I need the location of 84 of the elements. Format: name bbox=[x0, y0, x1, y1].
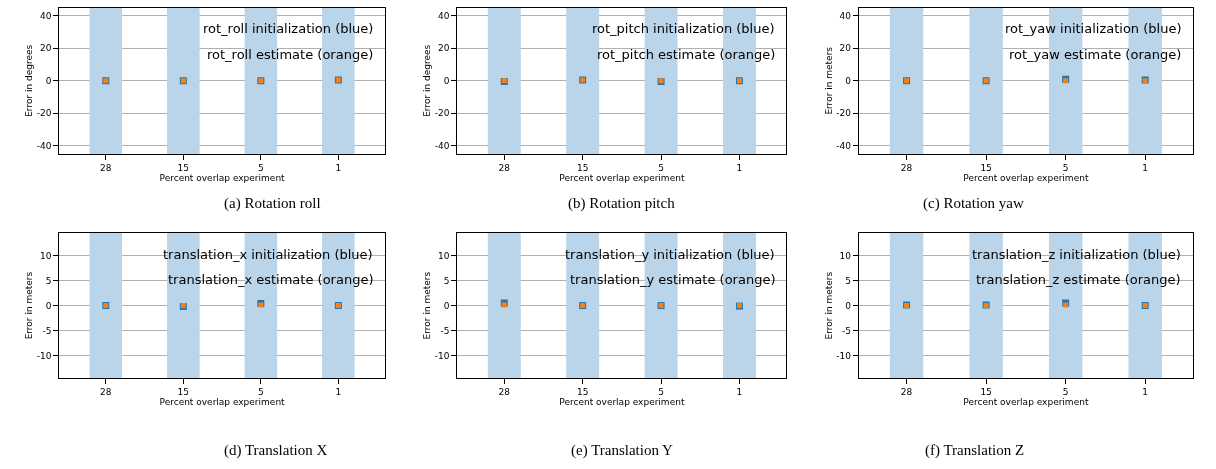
y-tick-label: 5 bbox=[45, 275, 52, 286]
x-tick-label: 1 bbox=[736, 162, 743, 173]
text: (f) Translation Z bbox=[925, 442, 1025, 459]
y-tick-label: -5 bbox=[42, 325, 52, 336]
x-axis-title: Percent overlap experiment bbox=[963, 172, 1089, 183]
y-tick-label: 40 bbox=[40, 10, 52, 21]
y-tick-label: 40 bbox=[839, 10, 852, 21]
x-tick-label: 5 bbox=[1062, 162, 1069, 173]
y-tick-label: -5 bbox=[842, 325, 852, 336]
x-tick-label: 15 bbox=[980, 386, 992, 397]
x-tick-label: 5 bbox=[658, 162, 664, 173]
x-tick-label: 5 bbox=[1062, 386, 1069, 397]
x-tick-label: 28 bbox=[100, 386, 112, 397]
x-tick-label: 15 bbox=[576, 162, 589, 173]
text: (e) Translation Y bbox=[571, 442, 674, 459]
y-tick-label: 0 bbox=[45, 75, 52, 86]
y-axis-title: Error in degrees bbox=[24, 44, 35, 117]
y-tick-label: -20 bbox=[36, 108, 52, 119]
x-axis-title: Percent overlap experiment bbox=[159, 396, 286, 407]
x-tick-label: 28 bbox=[900, 386, 913, 397]
x-tick-label: 28 bbox=[498, 386, 511, 397]
x-tick-label: 1 bbox=[1142, 386, 1149, 397]
y-tick-label: -20 bbox=[836, 108, 852, 119]
y-tick-label: 20 bbox=[40, 43, 52, 54]
annotation: rot_yaw initialization (blue) bbox=[1005, 21, 1182, 36]
x-tick-label: 5 bbox=[257, 162, 264, 173]
x-tick-label: 15 bbox=[980, 162, 992, 173]
x-tick-label: 28 bbox=[100, 162, 112, 173]
x-tick-label: 1 bbox=[736, 386, 743, 397]
y-tick-label: 40 bbox=[438, 10, 450, 21]
annotation: translation_y initialization (blue) bbox=[565, 247, 775, 262]
annotation: translation_x estimate (orange) bbox=[168, 272, 374, 287]
y-tick-label: -10 bbox=[434, 350, 450, 361]
y-tick-label: 10 bbox=[40, 250, 52, 261]
y-tick-label: -5 bbox=[440, 325, 450, 336]
y-tick-label: -20 bbox=[434, 108, 450, 119]
x-tick-label: 28 bbox=[498, 162, 511, 173]
x-tick-label: 1 bbox=[335, 386, 342, 397]
y-tick-label: 0 bbox=[45, 300, 52, 311]
y-tick-label: -10 bbox=[836, 350, 852, 361]
y-tick-label: 0 bbox=[845, 300, 852, 311]
text: (d) Translation X bbox=[224, 442, 328, 459]
text: (b) Rotation pitch bbox=[568, 195, 676, 212]
x-axis-title: Percent overlap experiment bbox=[559, 396, 685, 407]
y-tick-label: 5 bbox=[443, 275, 450, 286]
y-axis-title: Error in meters bbox=[823, 46, 834, 115]
x-tick-label: 15 bbox=[177, 162, 190, 173]
annotation: translation_x initialization (blue) bbox=[163, 247, 373, 262]
y-tick-label: -10 bbox=[36, 350, 52, 361]
x-tick-label: 1 bbox=[335, 162, 342, 173]
text: (c) Rotation yaw bbox=[923, 195, 1024, 212]
x-axis-title: Percent overlap experiment bbox=[559, 172, 685, 183]
y-axis-title: Error in meters bbox=[422, 271, 433, 340]
y-tick-label: 20 bbox=[839, 43, 852, 54]
y-tick-label: 5 bbox=[845, 275, 852, 286]
x-axis-title: Percent overlap experiment bbox=[159, 172, 286, 183]
annotation: rot_pitch estimate (orange) bbox=[597, 47, 776, 62]
annotation: translation_y estimate (orange) bbox=[570, 272, 776, 287]
x-axis-title: Percent overlap experiment bbox=[963, 396, 1089, 407]
y-tick-label: 20 bbox=[438, 43, 450, 54]
x-tick-label: 15 bbox=[576, 386, 589, 397]
annotation: rot_pitch initialization (blue) bbox=[592, 21, 775, 36]
y-axis-title: Error in degrees bbox=[422, 44, 433, 117]
y-tick-label: -40 bbox=[36, 140, 52, 151]
annotation: translation_z estimate (orange) bbox=[976, 272, 1181, 287]
y-tick-label: 0 bbox=[443, 300, 450, 311]
x-tick-label: 15 bbox=[177, 386, 190, 397]
text: (a) Rotation roll bbox=[224, 195, 321, 212]
x-tick-label: 5 bbox=[257, 386, 264, 397]
y-axis-title: Error in meters bbox=[24, 271, 35, 340]
x-tick-label: 5 bbox=[658, 386, 664, 397]
y-tick-label: -40 bbox=[836, 140, 852, 151]
annotation: rot_roll estimate (orange) bbox=[207, 47, 374, 62]
annotation: translation_z initialization (blue) bbox=[972, 247, 1181, 262]
annotation: rot_roll initialization (blue) bbox=[203, 21, 374, 36]
x-tick-label: 28 bbox=[900, 162, 913, 173]
y-axis-title: Error in meters bbox=[823, 271, 834, 340]
y-tick-label: 10 bbox=[839, 250, 852, 261]
y-tick-label: 10 bbox=[438, 250, 450, 261]
y-tick-label: -40 bbox=[434, 140, 450, 151]
annotation: rot_yaw estimate (orange) bbox=[1009, 47, 1182, 62]
x-tick-label: 1 bbox=[1142, 162, 1149, 173]
y-tick-label: 0 bbox=[845, 75, 852, 86]
y-tick-label: 0 bbox=[443, 75, 450, 86]
